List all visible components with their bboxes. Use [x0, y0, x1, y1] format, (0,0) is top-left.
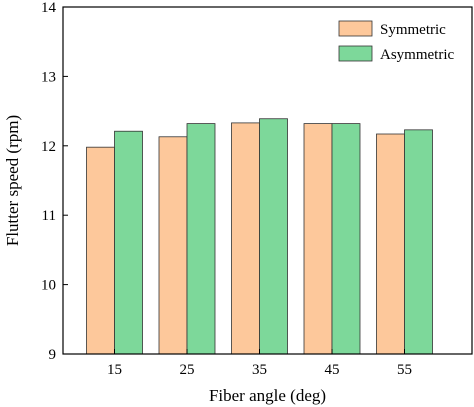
y-tick-label: 12 — [41, 139, 56, 155]
legend-label-symmetric: Symmetric — [380, 22, 446, 38]
bars-group — [86, 118, 433, 355]
bar-asymmetric-55 — [404, 129, 433, 355]
x-tick-label: 55 — [397, 362, 412, 378]
x-tick-label: 15 — [107, 362, 122, 378]
legend-swatch-asymmetric — [338, 45, 373, 62]
bar-symmetric-55 — [376, 133, 405, 355]
y-tick-label: 10 — [41, 278, 56, 294]
x-tick-label: 35 — [252, 362, 267, 378]
legend: Symmetric Asymmetric — [338, 20, 454, 63]
y-tick-label: 11 — [42, 208, 56, 224]
y-axis-ticks: 9 10 11 12 13 14 — [41, 0, 68, 363]
plot-frame — [62, 6, 473, 355]
legend-swatch-symmetric — [338, 20, 373, 37]
y-tick-label: 9 — [49, 347, 57, 363]
bar-asymmetric-15 — [114, 130, 143, 355]
bar-asymmetric-35 — [259, 118, 288, 355]
bar-asymmetric-45 — [331, 123, 361, 355]
bar-symmetric-45 — [303, 123, 333, 355]
bar-symmetric-25 — [158, 136, 188, 355]
bar-symmetric-35 — [231, 122, 260, 355]
x-axis-title: Fiber angle (deg) — [209, 386, 326, 405]
bar-asymmetric-25 — [186, 123, 216, 355]
y-axis-title: Flutter speed (rpm) — [3, 115, 22, 246]
x-tick-label: 25 — [180, 362, 195, 378]
bar-symmetric-15 — [86, 146, 115, 355]
x-axis-ticks: 15 25 35 45 55 — [107, 349, 412, 378]
y-tick-label: 13 — [41, 69, 56, 85]
y-tick-label: 14 — [41, 0, 57, 16]
legend-label-asymmetric: Asymmetric — [380, 47, 454, 63]
x-tick-label: 45 — [325, 362, 340, 378]
